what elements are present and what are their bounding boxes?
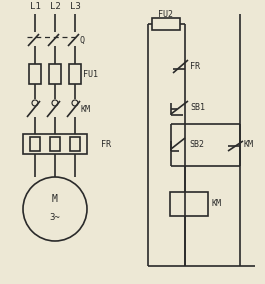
Bar [49, 64, 61, 84]
Text: 3~: 3~ [50, 212, 60, 222]
Bar [23, 134, 87, 154]
Text: FR: FR [101, 139, 111, 149]
Text: M: M [52, 194, 58, 204]
Text: L1: L1 [30, 1, 40, 11]
Text: FU1: FU1 [83, 70, 98, 78]
Text: KM: KM [81, 105, 91, 114]
Text: FR: FR [190, 62, 200, 70]
Bar [152, 18, 180, 30]
Bar [29, 64, 41, 84]
Bar [70, 137, 80, 151]
Bar [30, 137, 40, 151]
Text: L3: L3 [70, 1, 80, 11]
Text: L2: L2 [50, 1, 60, 11]
Text: KM: KM [244, 139, 254, 149]
Text: Q: Q [80, 36, 85, 45]
Bar [69, 64, 81, 84]
Text: SB2: SB2 [189, 139, 204, 149]
Bar [50, 137, 60, 151]
Text: FU2: FU2 [158, 9, 174, 18]
Text: SB1: SB1 [190, 103, 205, 112]
Bar [170, 192, 208, 216]
Text: KM: KM [212, 199, 222, 208]
